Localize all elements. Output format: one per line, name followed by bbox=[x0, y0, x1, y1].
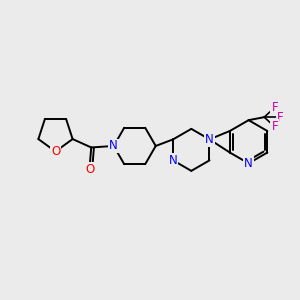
Text: N: N bbox=[205, 133, 214, 146]
Text: N: N bbox=[244, 157, 253, 170]
Text: F: F bbox=[272, 120, 278, 133]
Text: O: O bbox=[51, 145, 60, 158]
Text: F: F bbox=[277, 111, 283, 124]
Text: N: N bbox=[169, 154, 178, 167]
Text: F: F bbox=[272, 101, 278, 114]
Text: N: N bbox=[109, 140, 118, 152]
Text: O: O bbox=[85, 163, 94, 176]
